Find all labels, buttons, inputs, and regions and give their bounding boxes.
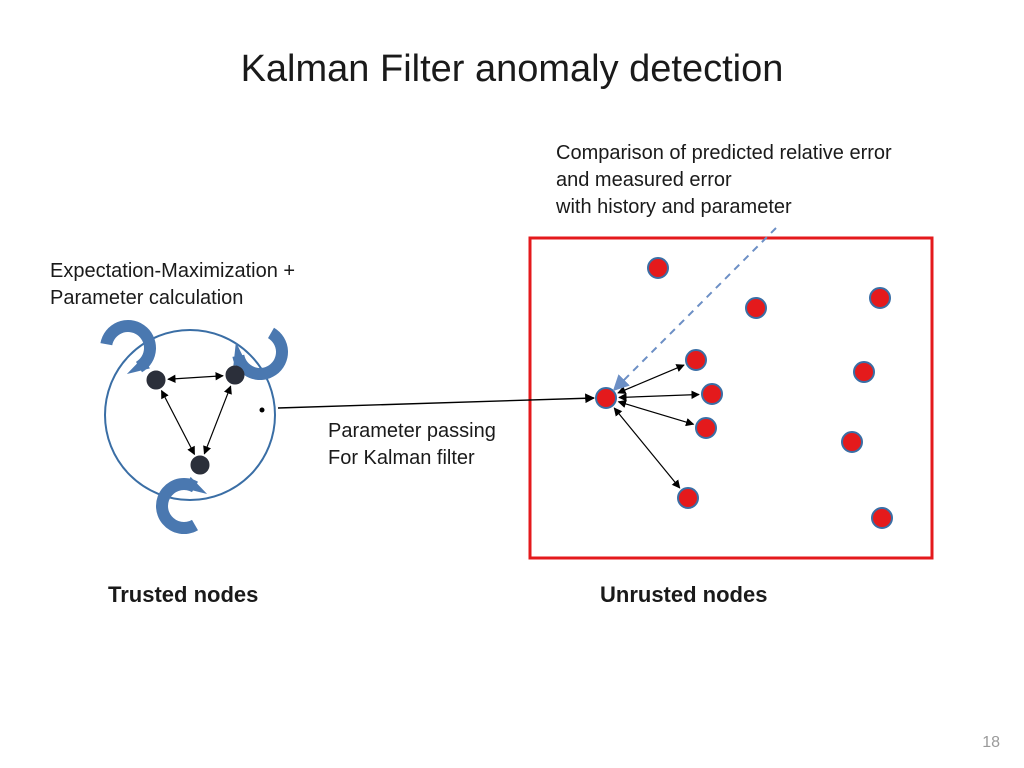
connector-arrows	[278, 228, 776, 408]
diagram-canvas	[0, 0, 1024, 768]
trusted-diagram	[100, 320, 288, 534]
page-number: 18	[982, 734, 1000, 752]
